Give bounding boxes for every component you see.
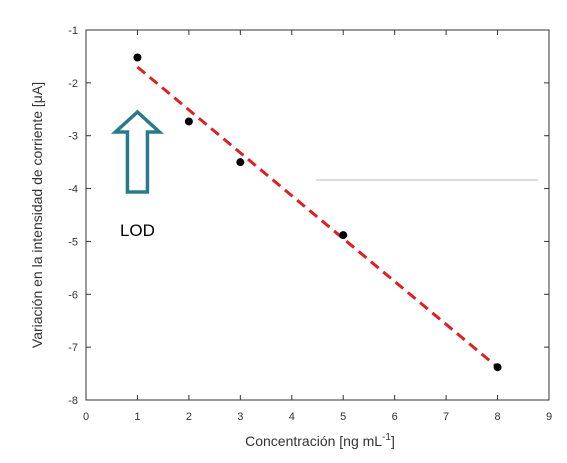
x-tick-label: 0	[83, 411, 89, 423]
x-tick-label: 8	[494, 411, 500, 423]
y-tick-label: -3	[68, 131, 78, 143]
data-point	[184, 117, 193, 126]
data-point	[133, 53, 142, 62]
x-tick-label: 6	[392, 411, 398, 423]
y-tick-label: -7	[68, 342, 78, 354]
x-tick-label: 7	[443, 411, 449, 423]
data-point	[339, 231, 348, 240]
axis-tick-labels: 0 1 2 3 4 5 6 7 8 9 -1 -2 -3 -4 -5 -6 -7 -8	[68, 25, 552, 423]
y-tick-label: -2	[68, 78, 78, 90]
axis-ticks	[85, 29, 550, 401]
y-tick-label: -1	[68, 25, 78, 37]
data-point	[493, 363, 502, 372]
x-tick-label: 2	[186, 411, 192, 423]
y-axis-title: Variación en la intensidad de corriente …	[29, 82, 45, 348]
y-tick-label: -5	[68, 236, 78, 248]
y-tick-label: -6	[68, 289, 78, 301]
x-tick-label: 4	[289, 411, 295, 423]
y-tick-label: -8	[68, 395, 78, 407]
lod-arrow-icon	[110, 109, 164, 194]
x-tick-label: 5	[340, 411, 346, 423]
data-points	[133, 53, 502, 372]
x-axis-title: Concentración [ng mL-1]	[245, 432, 395, 449]
x-tick-label: 1	[134, 411, 140, 423]
y-tick-label: -4	[68, 184, 78, 196]
x-tick-label: 9	[546, 411, 552, 423]
fit-line	[136, 65, 499, 369]
plot-frame	[85, 29, 550, 401]
x-tick-label: 3	[237, 411, 243, 423]
data-point	[236, 158, 245, 167]
lod-label: LOD	[120, 221, 155, 240]
